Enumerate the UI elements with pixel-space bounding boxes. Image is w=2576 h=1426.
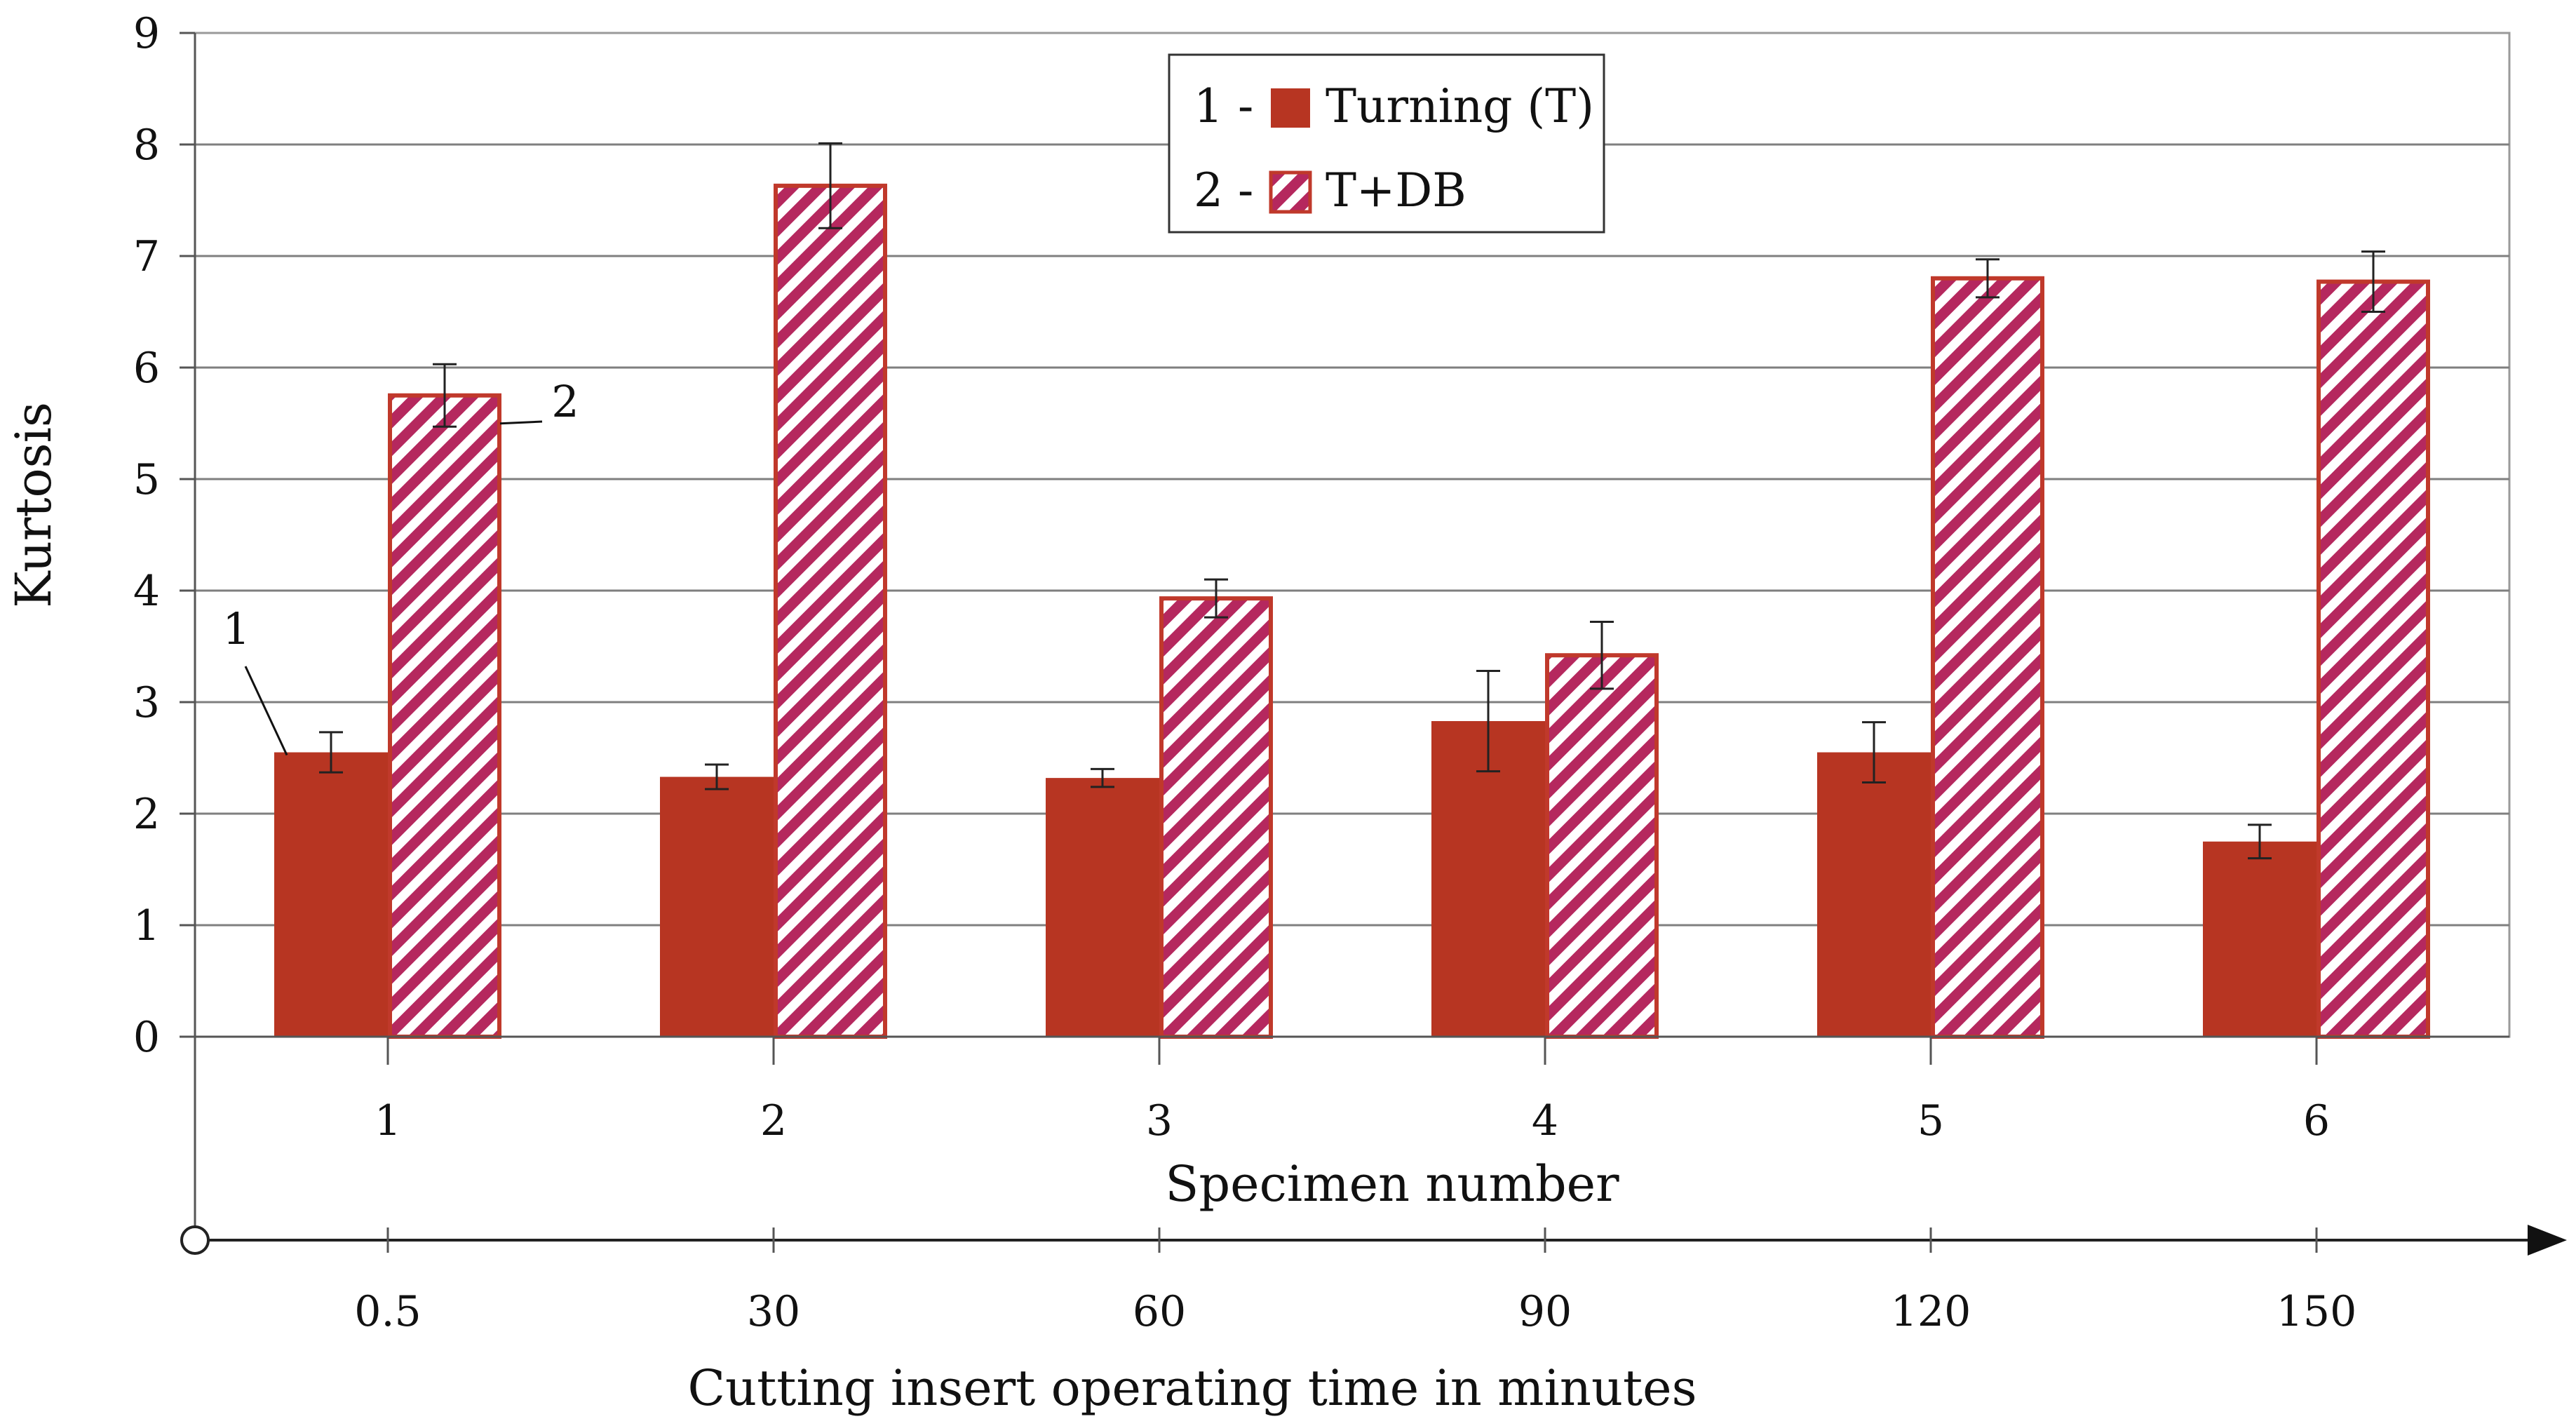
bar-turning	[2203, 841, 2317, 1037]
x-tick-label: 1	[375, 1096, 401, 1145]
y-tick-label: 6	[133, 344, 160, 393]
bar-turning	[1817, 752, 1931, 1037]
bar-tdb	[774, 183, 887, 1040]
callout-label-1: 1	[222, 603, 250, 654]
bars	[274, 183, 2430, 1040]
legend-box	[1168, 53, 1605, 234]
time-tick-label: 30	[747, 1287, 800, 1336]
time-tick-label: 120	[1891, 1287, 1971, 1336]
callout-label-2: 2	[551, 376, 579, 427]
bar-turning	[274, 752, 388, 1037]
y-tick-label: 7	[133, 232, 160, 281]
x-tick-label: 4	[1532, 1096, 1558, 1145]
y-tick-label: 1	[133, 901, 160, 950]
y-axis-title: Kurtosis	[5, 402, 62, 608]
bar-callouts: 12	[222, 376, 579, 756]
time-tick-label: 150	[2277, 1287, 2357, 1336]
axes	[180, 33, 2567, 1256]
gridlines	[180, 32, 2509, 1038]
x-tick-labels: 1 2 3 4 5 6	[375, 1096, 2330, 1145]
x-axis-title: Specimen number	[1165, 1155, 1619, 1213]
y-tick-labels: 0 1 2 3 4 5 6 7 8 9	[133, 9, 160, 1062]
bar-tdb	[388, 393, 501, 1039]
secondary-x-tick-labels: 0.5 30 60 90 120 150	[354, 1287, 2356, 1336]
legend-label-tdb: T+DB	[1326, 163, 1466, 217]
y-tick-label: 0	[133, 1013, 160, 1062]
time-axis-origin	[180, 1225, 210, 1255]
time-axis-arrowhead	[2528, 1225, 2567, 1256]
bar-turning	[660, 776, 774, 1037]
time-tick-label: 90	[1518, 1287, 1572, 1336]
bar-tdb	[1545, 653, 1659, 1039]
y-tick-label: 4	[133, 567, 160, 616]
x-tick-label: 6	[2303, 1096, 2330, 1145]
x-tick-label: 5	[1917, 1096, 1944, 1145]
y-tick-label: 2	[133, 790, 160, 839]
bar-turning	[1046, 778, 1159, 1037]
legend-prefix-2: 2 -	[1194, 163, 1253, 217]
time-tick-label: 60	[1133, 1287, 1186, 1336]
legend: 1 - Turning (T) 2 - T+DB	[1168, 53, 1605, 234]
callout-line-2	[499, 420, 543, 425]
bar-tdb	[1931, 276, 2044, 1039]
time-tick-label: 0.5	[354, 1287, 421, 1336]
y-tick-label: 8	[133, 121, 160, 170]
secondary-x-axis-title: Cutting insert operating time in minutes	[687, 1359, 1697, 1417]
error-bars	[319, 142, 2385, 860]
callout-line-1	[244, 666, 288, 756]
bar-turning	[1431, 721, 1545, 1037]
bar-tdb	[2317, 279, 2430, 1040]
legend-swatch-tdb	[1269, 170, 1312, 214]
legend-label-turning: Turning (T)	[1326, 79, 1594, 133]
legend-swatch-turning	[1271, 88, 1310, 128]
bar-tdb	[1159, 596, 1273, 1039]
x-tick-label: 2	[760, 1096, 787, 1145]
y-tick-label: 3	[133, 678, 160, 727]
y-tick-label: 5	[133, 455, 160, 504]
y-tick-label: 9	[133, 9, 160, 58]
x-tick-label: 3	[1146, 1096, 1173, 1145]
legend-prefix-1: 1 -	[1194, 79, 1253, 133]
